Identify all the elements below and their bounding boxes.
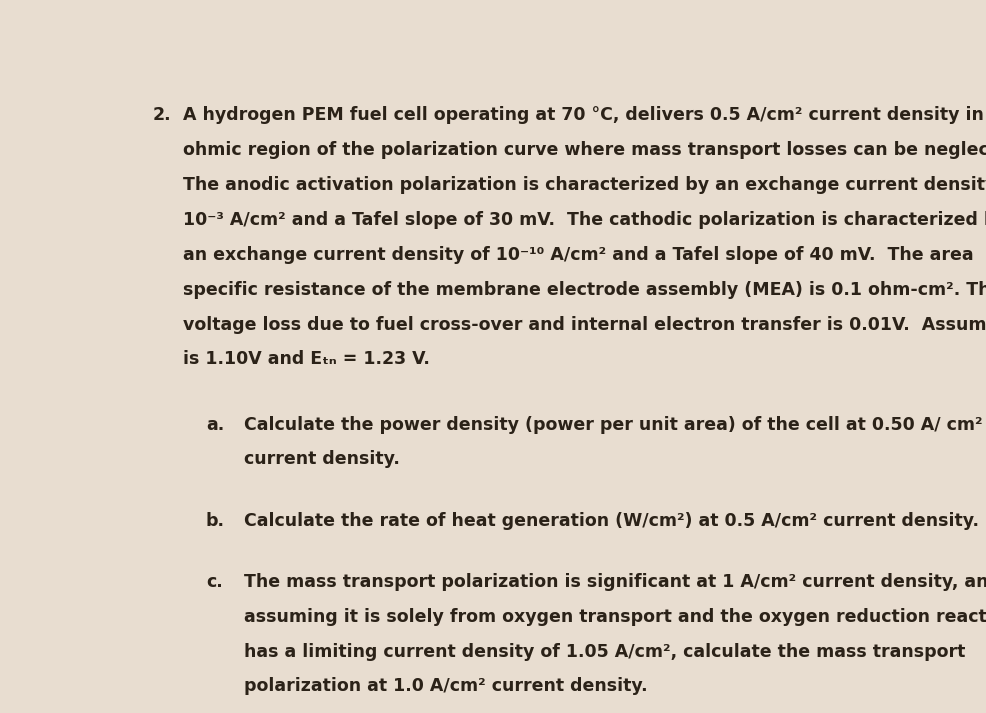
Text: voltage loss due to fuel cross-over and internal electron transfer is 0.01V.  As: voltage loss due to fuel cross-over and … — [182, 316, 986, 334]
Text: specific resistance of the membrane electrode assembly (MEA) is 0.1 ohm-cm². The: specific resistance of the membrane elec… — [182, 281, 986, 299]
Text: assuming it is solely from oxygen transport and the oxygen reduction reaction: assuming it is solely from oxygen transp… — [244, 607, 986, 626]
Text: Calculate the rate of heat generation (W/cm²) at 0.5 A/cm² current density.: Calculate the rate of heat generation (W… — [244, 512, 979, 530]
Text: 10⁻³ A/cm² and a Tafel slope of 30 mV.  The cathodic polarization is characteriz: 10⁻³ A/cm² and a Tafel slope of 30 mV. T… — [182, 211, 986, 229]
Text: polarization at 1.0 A/cm² current density.: polarization at 1.0 A/cm² current densit… — [244, 677, 648, 695]
Text: 2.: 2. — [152, 106, 171, 125]
Text: a.: a. — [206, 416, 224, 434]
Text: Calculate the power density (power per unit area) of the cell at 0.50 A/ cm²: Calculate the power density (power per u… — [244, 416, 983, 434]
Text: ohmic region of the polarization curve where mass transport losses can be neglec: ohmic region of the polarization curve w… — [182, 141, 986, 159]
Text: an exchange current density of 10⁻¹⁰ A/cm² and a Tafel slope of 40 mV.  The area: an exchange current density of 10⁻¹⁰ A/c… — [182, 246, 973, 264]
Text: c.: c. — [206, 573, 223, 591]
Text: is 1.10V and Eₜₙ = 1.23 V.: is 1.10V and Eₜₙ = 1.23 V. — [182, 351, 430, 369]
Text: has a limiting current density of 1.05 A/cm², calculate the mass transport: has a limiting current density of 1.05 A… — [244, 642, 965, 660]
Text: A hydrogen PEM fuel cell operating at 70 °C, delivers 0.5 A/cm² current density : A hydrogen PEM fuel cell operating at 70… — [182, 106, 986, 125]
Text: b.: b. — [206, 512, 225, 530]
Text: current density.: current density. — [244, 451, 400, 468]
Text: The mass transport polarization is significant at 1 A/cm² current density, and: The mass transport polarization is signi… — [244, 573, 986, 591]
Text: The anodic activation polarization is characterized by an exchange current densi: The anodic activation polarization is ch… — [182, 176, 986, 194]
